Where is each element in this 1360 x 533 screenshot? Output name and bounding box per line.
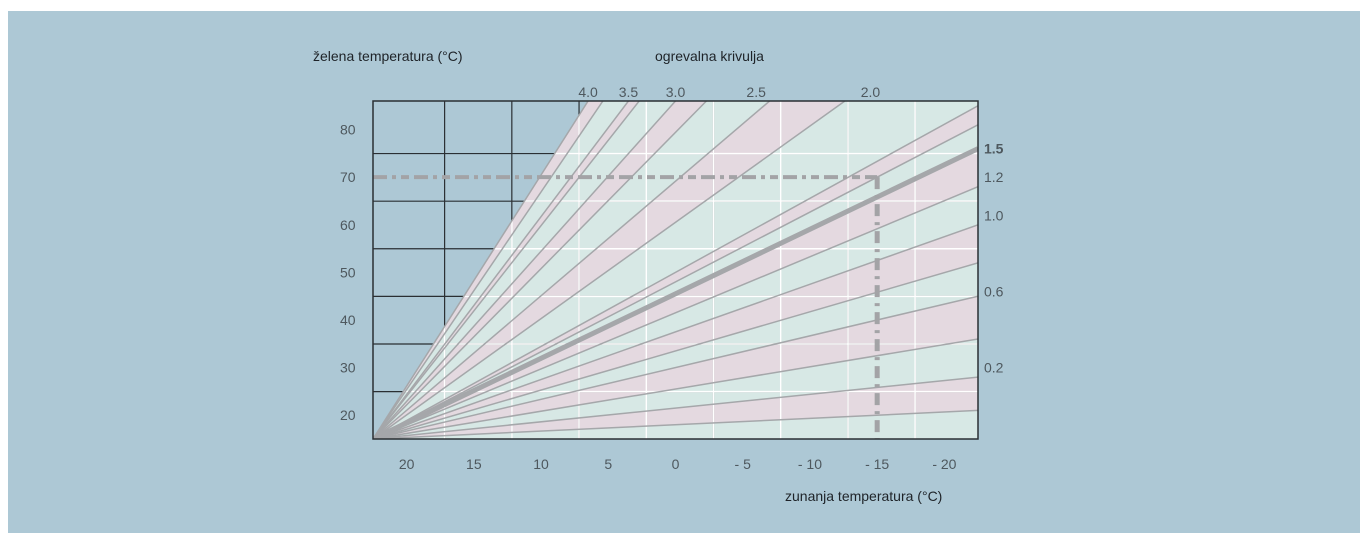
- x-tick-label: 5: [604, 456, 612, 472]
- y-tick-label: 30: [340, 360, 356, 376]
- chart-panel: 20 15 10 5 0- 5- 10- 15- 20 20 30 40 50 60 70 80 1.…: [8, 11, 1360, 533]
- curve-label-right: 0.6: [984, 283, 1004, 299]
- y-tick-label: 50: [340, 264, 356, 280]
- curve-label-top: 3.0: [666, 84, 686, 100]
- chart-title: ogrevalna krivulja: [655, 48, 764, 64]
- y-axis-title: želena temperatura (°C): [313, 48, 463, 64]
- x-axis-title: zunanja temperatura (°C): [785, 488, 942, 504]
- y-tick-label: 70: [340, 169, 356, 185]
- curve-label-right: 0.2: [984, 360, 1004, 376]
- curve-label-top: 4.0: [578, 84, 598, 100]
- curve-label-right: 1.0: [984, 207, 1004, 223]
- x-tick-label: - 10: [798, 456, 822, 472]
- x-tick-label: 15: [466, 456, 482, 472]
- x-tick-label: 10: [533, 456, 549, 472]
- x-tick-label: - 5: [735, 456, 752, 472]
- x-tick-label: - 15: [865, 456, 889, 472]
- curve-label-top: 3.5: [619, 84, 639, 100]
- y-tick-label: 20: [340, 407, 356, 423]
- curve-label-top: 2.5: [746, 84, 766, 100]
- curve-label-right: 1.2: [984, 169, 1004, 185]
- curve-label-right: 1.5: [984, 141, 1004, 157]
- curve-label-top: 2.0: [861, 84, 881, 100]
- x-tick-label: 20: [399, 456, 415, 472]
- x-tick-label: 0: [672, 456, 680, 472]
- y-tick-label: 80: [340, 122, 356, 138]
- x-tick-label: - 20: [932, 456, 956, 472]
- y-tick-label: 40: [340, 312, 356, 328]
- y-tick-label: 60: [340, 217, 356, 233]
